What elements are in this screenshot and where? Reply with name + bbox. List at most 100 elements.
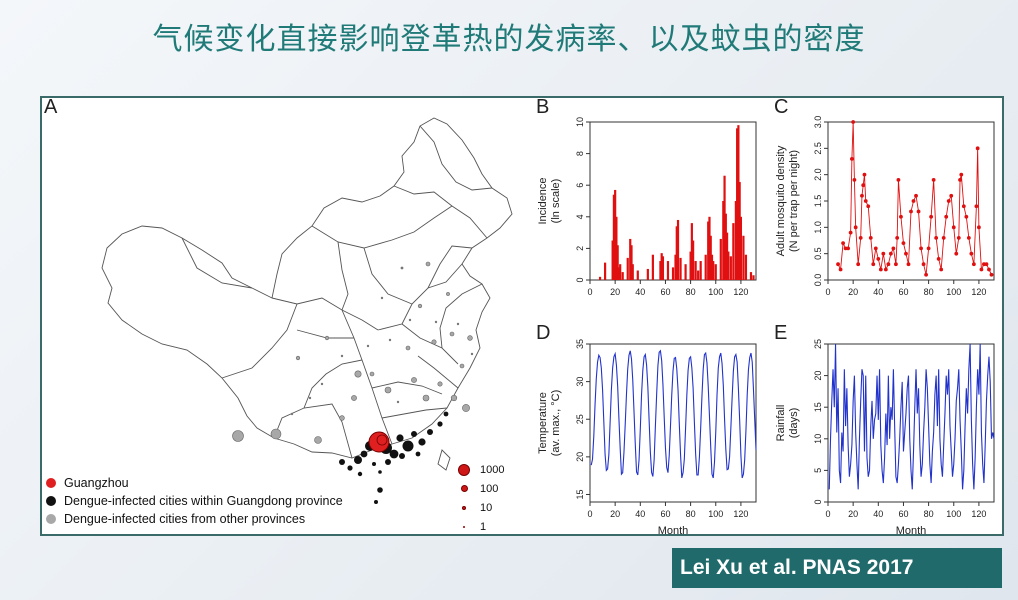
data-point [961,204,966,209]
bar [719,238,722,280]
bar [738,182,741,280]
bar [707,221,710,280]
y-axis-label-line: Adult mosquito density [775,145,787,256]
data-point [886,262,891,267]
data-point [956,235,961,240]
x-tick-label: 80 [686,509,696,519]
x-tick-label: 40 [635,287,645,297]
data-point [929,214,934,219]
y-tick-label: 25 [575,414,585,424]
bar [729,256,732,280]
y-tick-label: 2.0 [813,168,823,181]
bar [699,261,702,280]
x-tick-label: 0 [587,509,592,519]
panel-label-a: A [44,96,58,118]
data-point [841,241,845,246]
legend-label: Dengue-infected cities from other provin… [64,512,306,526]
temperature-chart: 0 20 40 60 80 100 120 15 20 25 30 35 Temperature(av.… [537,339,757,534]
data-point [931,178,936,182]
bar [614,189,617,280]
bar [734,201,737,280]
size-legend-row: 10 [456,498,504,517]
data-point [888,251,893,256]
x-tick-label: 20 [610,287,620,297]
data-point [856,262,861,267]
x-tick-label: 120 [733,287,748,297]
data-point [851,120,856,124]
bar [684,264,687,280]
bar [598,276,602,280]
bar [723,175,726,280]
y-tick-label: 15 [813,402,823,412]
data-point [946,199,951,203]
data-point [896,178,901,182]
y-tick-label: 3.0 [813,116,823,129]
data-point [860,193,864,198]
series-line [828,343,995,490]
data-point [924,272,928,277]
y-tick-label: 15 [575,489,585,499]
data-point [846,246,851,251]
data-point [974,204,979,209]
x-tick-label: 0 [587,287,592,297]
size-dot-1000 [458,463,470,476]
size-dot-10 [462,505,466,510]
data-point [901,241,906,246]
rainfall-chart: 0 20 40 60 80 100 120 0 5 10 15 20 25 Rainfall(days) M… [775,339,995,536]
y-tick-label: 1.0 [813,221,823,234]
legend-label: Guangzhou [64,476,129,490]
data-point [849,156,854,161]
y-tick-label: 0 [813,499,823,504]
bar [725,232,729,280]
x-tick-label: 20 [848,287,858,297]
data-point [883,267,888,272]
data-point [914,193,918,198]
slide-title: 气候变化直接影响登革热的发病率、以及蚊虫的密度 [152,22,866,57]
data-point [858,235,863,240]
bar [689,251,692,280]
data-point [941,235,946,240]
y-tick-label: 20 [813,371,823,381]
bar [603,262,607,280]
bar [722,201,725,280]
data-point [895,235,900,240]
data-point [977,225,981,230]
x-tick-label: 100 [946,509,961,519]
data-point [876,257,881,261]
bar [692,240,695,280]
data-point [959,172,964,177]
data-point [989,272,994,277]
data-point [866,204,871,209]
bar [752,275,755,280]
legend-row-guangdong: Dengue-infected cities within Guangdong … [46,492,343,510]
legend-dot-guangzhou [46,478,56,488]
size-legend: 1000 100 10 1 [456,460,504,534]
bar [676,219,680,280]
mosquito-density-chart: 0 20 40 60 80 100 120 0.0 0.5 1.0 1.5 2.0 2.5 3.0 Adul… [775,116,995,297]
x-tick-label: 120 [971,287,986,297]
data-point [906,262,911,267]
legend-dot-guangdong [46,496,56,506]
x-tick-label: 60 [660,287,670,297]
map-outline [101,117,513,471]
bar [611,240,614,280]
size-legend-label: 100 [480,482,499,495]
size-legend-row: 1 [456,517,504,534]
bar [674,254,677,280]
series-line [837,121,992,275]
bar [714,264,717,280]
data-point [949,193,954,198]
x-tick-label: 0 [825,287,830,297]
data-point [951,225,956,230]
y-axis-label: Temperature(av. max., °C) [537,390,562,457]
data-point [904,251,908,256]
x-axis-label: Month [896,525,927,536]
bar [661,256,665,280]
y-axis-label-line: (days) [788,408,800,439]
citation: Lei Xu et al. PNAS 2017 [672,548,1002,588]
data-point [909,209,913,214]
data-point [899,214,903,219]
x-tick-label: 120 [971,509,986,519]
y-axis-label-line: (N per trap per night) [788,150,800,252]
data-point [863,199,868,203]
